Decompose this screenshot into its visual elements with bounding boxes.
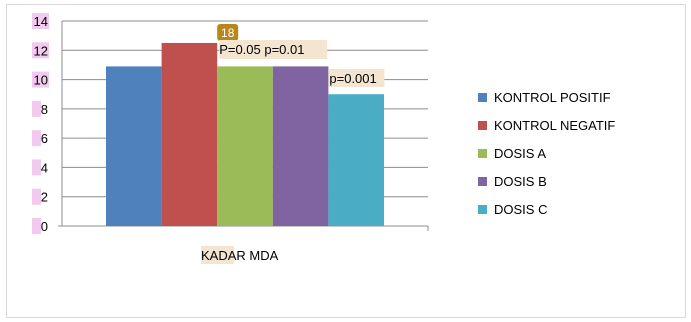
legend-swatch — [478, 93, 487, 102]
bar — [272, 66, 329, 226]
tick-highlight — [32, 159, 41, 176]
bar-chart: 0 2 4 6 8 10 12 14 KADAR MDA 18 P=0.05 p=0.01 p=0.0… — [32, 13, 615, 264]
y-tick-label: 6 — [41, 131, 48, 146]
legend-swatch — [478, 177, 487, 186]
bar — [161, 42, 218, 226]
annotation-highlight — [219, 40, 328, 59]
bar — [106, 66, 162, 226]
x-category-label: KADAR MDA — [201, 246, 279, 264]
bar — [217, 66, 273, 226]
annotation-highlight — [328, 69, 385, 87]
tick-highlight — [32, 13, 49, 29]
y-tick-label: 0 — [41, 219, 48, 234]
legend-label: DOSIS C — [494, 202, 547, 217]
y-tick-label: 14 — [34, 14, 48, 29]
annotation-label: p=0.001 — [329, 71, 376, 86]
y-tick-label: 12 — [34, 43, 48, 58]
tick-highlight — [32, 188, 41, 205]
legend-swatch — [478, 205, 487, 214]
legend-label: DOSIS B — [494, 174, 547, 189]
tick-highlight — [32, 218, 41, 234]
category-highlight — [201, 246, 234, 264]
tick-highlight — [32, 130, 41, 147]
legend-swatch — [478, 121, 487, 130]
y-tick-label: 10 — [34, 73, 48, 88]
y-tick-label: 4 — [41, 160, 48, 175]
y-tick-label: 2 — [41, 190, 48, 205]
legend-label: KONTROL POSITIF — [494, 90, 611, 105]
category-text: KADAR MDA — [201, 248, 279, 263]
tick-highlight — [32, 71, 49, 88]
legend-swatch — [478, 149, 487, 158]
y-tick-label: 8 — [41, 102, 48, 117]
legend-label: KONTROL NEGATIF — [494, 118, 615, 133]
chart-frame: 0 2 4 6 8 10 12 14 KADAR MDA 18 P=0.05 p=0.01 p=0.0… — [6, 4, 686, 318]
bar — [328, 94, 384, 226]
legend-label: DOSIS A — [494, 146, 546, 161]
tick-highlight — [32, 100, 41, 117]
tick-highlight — [32, 42, 49, 59]
badge-label: 18 — [221, 26, 235, 40]
badge-bg — [217, 24, 239, 41]
annotation-label: P=0.05 p=0.01 — [219, 42, 304, 57]
